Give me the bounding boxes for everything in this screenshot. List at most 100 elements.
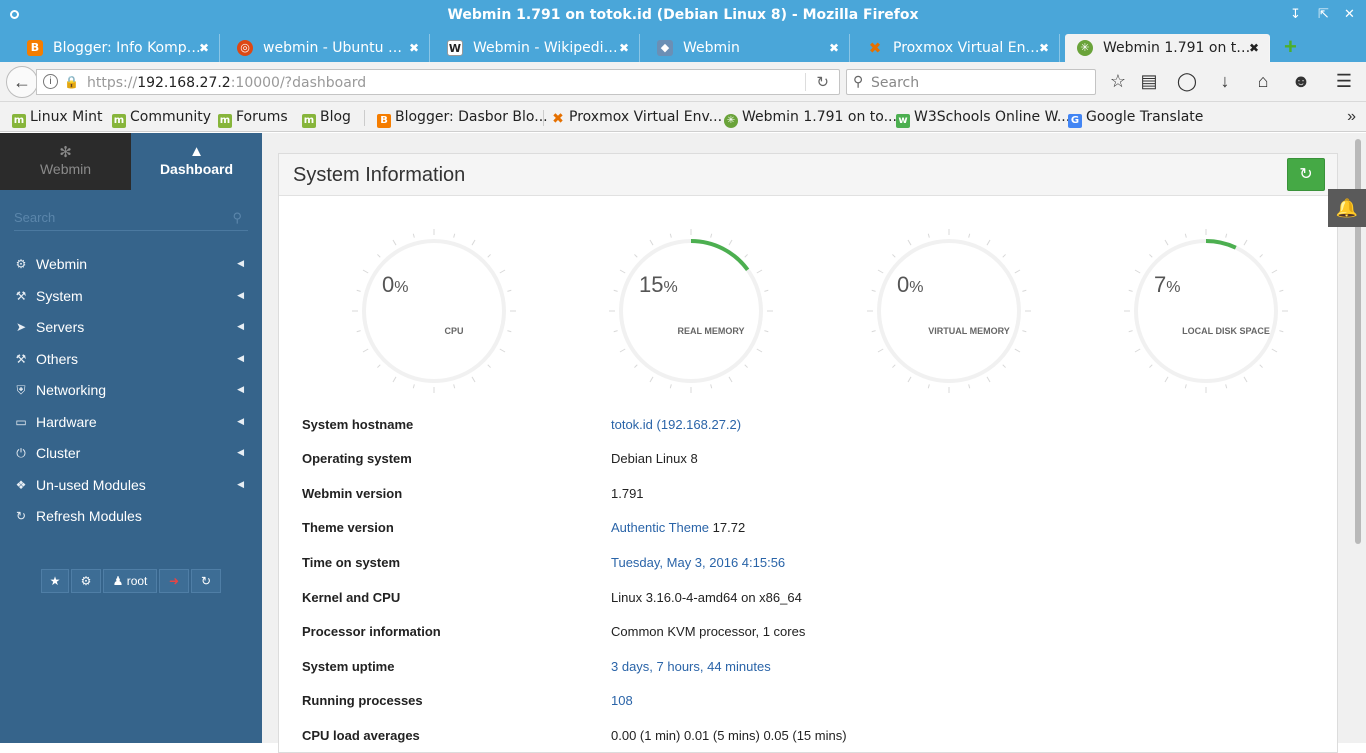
- bookmark-item[interactable]: ✖ Proxmox Virtual Env...: [551, 109, 722, 126]
- info-row: Running processes 108: [302, 693, 1302, 713]
- browser-tab[interactable]: W Webmin - Wikipedia, th...✖: [435, 34, 640, 62]
- new-tab-plus-icon[interactable]: +: [1284, 34, 1297, 59]
- gauge-tick: [1002, 254, 1006, 258]
- gauge-tick: [499, 269, 506, 274]
- info-value: Common KVM processor, 1 cores: [611, 624, 806, 639]
- browser-search-input[interactable]: ⚲ Search: [846, 69, 1096, 95]
- power-icon: ⏻: [16, 446, 26, 460]
- browser-tab[interactable]: ✖Proxmox Virtual Enviro...✖: [855, 34, 1060, 62]
- bookmark-item[interactable]: w W3Schools Online W...: [896, 109, 1070, 128]
- browser-tab[interactable]: ◎ webmin - Ubuntu Wiki ✖: [225, 34, 430, 62]
- gauge-tick: [1259, 254, 1263, 258]
- reload-icon[interactable]: ↻: [805, 73, 829, 91]
- home-icon[interactable]: ⌂: [1257, 71, 1269, 91]
- download-arrow-icon[interactable]: ↓: [1220, 71, 1230, 91]
- sidebar-item-hardware[interactable]: ▭ Hardware ◀: [14, 410, 248, 436]
- info-value-link[interactable]: totok.id (192.168.27.2): [611, 417, 742, 432]
- minimize-icon[interactable]: ↧: [1290, 6, 1301, 21]
- reading-list-icon[interactable]: ▤: [1140, 71, 1158, 91]
- info-key: Webmin version: [302, 486, 403, 501]
- gauge-tick: [1164, 376, 1169, 383]
- close-tab-icon[interactable]: ✖: [1038, 41, 1049, 55]
- sidebar-tab-webmin[interactable]: ✻ Webmin: [0, 133, 131, 190]
- bookmarks-overflow-icon[interactable]: »: [1347, 108, 1356, 125]
- hello-smiley-icon[interactable]: ☻: [1291, 71, 1311, 91]
- linuxmint-icon: m: [218, 114, 232, 128]
- sidebar-item-label: Networking: [36, 382, 107, 398]
- pocket-icon[interactable]: ◯: [1176, 71, 1198, 91]
- gauge-tick: [1128, 289, 1133, 292]
- close-tab-icon[interactable]: ✖: [618, 41, 629, 55]
- bookmark-label: Blogger: Dasbor Blo...: [395, 109, 548, 125]
- gauge-track: [1134, 239, 1278, 383]
- bookmark-label: Community: [130, 109, 212, 125]
- webmin-logo-icon: ✻: [59, 144, 72, 161]
- bookmark-item[interactable]: ✳ Webmin 1.791 on to...: [724, 109, 897, 128]
- gauge-label: REAL MEMORY: [677, 326, 745, 336]
- gauge-tick: [412, 384, 415, 389]
- favorites-star-button[interactable]: ★: [41, 569, 69, 593]
- sidebar-search-input[interactable]: Search ⚲: [14, 205, 248, 231]
- maximize-icon[interactable]: ⇱: [1318, 6, 1329, 21]
- bookmark-star-icon[interactable]: ☆: [1109, 71, 1127, 91]
- browser-tab[interactable]: ✳ Webmin 1.791 on toto...✖: [1065, 34, 1270, 62]
- info-row: Time on system Tuesday, May 3, 2016 4:15:…: [302, 555, 1302, 575]
- caret-left-icon: ◀: [237, 479, 244, 489]
- sidebar-tab-dashboard[interactable]: ▲ Dashboard: [131, 133, 262, 190]
- bookmark-item[interactable]: G Google Translate: [1068, 109, 1203, 128]
- hamburger-menu-icon[interactable]: ☰: [1335, 71, 1353, 91]
- bookmark-item[interactable]: B Blogger: Dasbor Blo...: [377, 109, 548, 128]
- sidebar-item-webmin[interactable]: ⚙ Webmin ◀: [14, 252, 248, 278]
- search-icon: ⚲: [853, 73, 864, 89]
- bookmark-item[interactable]: m Forums: [218, 109, 288, 128]
- sidebar-item-cluster[interactable]: ⏻ Cluster ◀: [14, 441, 248, 467]
- close-tab-icon[interactable]: ✖: [1248, 41, 1259, 55]
- caret-left-icon: ◀: [237, 321, 244, 331]
- sidebar-item-servers[interactable]: ➤ Servers ◀: [14, 315, 248, 341]
- bookmark-item[interactable]: m Community: [112, 109, 211, 128]
- close-tab-icon[interactable]: ✖: [408, 41, 419, 55]
- info-value-link[interactable]: 108: [611, 693, 633, 708]
- bookmark-label: Linux Mint: [30, 109, 103, 125]
- info-key: System hostname: [302, 417, 414, 432]
- gauge-tick: [1184, 384, 1187, 389]
- info-value: Authentic Theme 17.72: [611, 520, 745, 535]
- info-value-link[interactable]: Authentic Theme: [611, 520, 710, 535]
- sidebar-item-refresh-modules[interactable]: ↻ Refresh Modules: [14, 504, 248, 530]
- close-window-icon[interactable]: ✕: [1344, 6, 1355, 21]
- close-tab-icon[interactable]: ✖: [198, 41, 209, 55]
- page-scrollbar[interactable]: [1355, 139, 1361, 544]
- logout-button[interactable]: ➜: [159, 569, 189, 593]
- lock-icon: 🔒: [64, 75, 79, 89]
- bookmark-item[interactable]: m Linux Mint: [12, 109, 103, 128]
- gauge-value: 0%: [382, 272, 409, 297]
- panel-refresh-button[interactable]: ↻: [1287, 158, 1325, 191]
- info-value-link[interactable]: 3 days, 7 hours, 44 minutes: [611, 659, 771, 674]
- info-value-link[interactable]: Tuesday, May 3, 2016 4:15:56: [611, 555, 786, 570]
- gauge-tick: [471, 376, 476, 383]
- sidebar-item-system[interactable]: ⚒ System ◀: [14, 284, 248, 310]
- browser-tab[interactable]: B Blogger: Info Komput... ✖: [15, 34, 220, 62]
- url-bar[interactable]: i 🔒 https://192.168.27.2:10000/?dashboar…: [36, 69, 840, 95]
- refresh-icon: ↻: [200, 574, 212, 588]
- window-menu-icon[interactable]: [10, 10, 19, 19]
- browser-tab[interactable]: ◆ Webmin ✖: [645, 34, 850, 62]
- notification-bell-icon[interactable]: 🔔: [1328, 189, 1366, 227]
- back-arrow-icon[interactable]: ←: [6, 66, 38, 98]
- settings-button[interactable]: ⚙: [71, 569, 101, 593]
- info-key: Operating system: [302, 451, 412, 466]
- url-text[interactable]: https://192.168.27.2:10000/?dashboard: [87, 75, 367, 91]
- site-info-icon[interactable]: i: [43, 74, 58, 89]
- bookmark-item[interactable]: m Blog: [302, 109, 351, 128]
- gauge-value: 0%: [897, 272, 924, 297]
- sidebar-item-others[interactable]: ⚒ Others ◀: [14, 347, 248, 373]
- user-button[interactable]: ♟ root: [103, 569, 157, 593]
- info-value-text: 17.72: [709, 520, 746, 535]
- sidebar-item-networking[interactable]: ⛨ Networking ◀: [14, 378, 248, 404]
- tab-title: Webmin: [683, 40, 740, 56]
- gauge-tick: [1022, 330, 1027, 333]
- close-tab-icon[interactable]: ✖: [828, 41, 839, 55]
- refresh-button[interactable]: ↻: [191, 569, 221, 593]
- info-row: CPU load averages 0.00 (1 min) 0.01 (5 mi…: [302, 728, 1302, 748]
- sidebar-item-un-used-modules[interactable]: ❖ Un-used Modules ◀: [14, 473, 248, 499]
